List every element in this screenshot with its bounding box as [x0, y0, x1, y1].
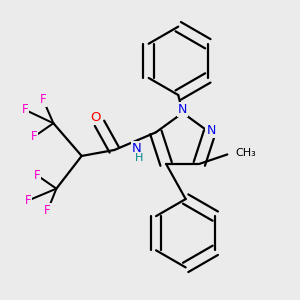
- Text: N: N: [178, 103, 188, 116]
- Text: H: H: [135, 152, 144, 163]
- Text: F: F: [40, 93, 46, 106]
- Text: F: F: [25, 194, 32, 207]
- Text: N: N: [132, 142, 141, 155]
- Text: F: F: [31, 130, 38, 143]
- Text: F: F: [22, 103, 28, 116]
- Text: N: N: [206, 124, 216, 137]
- Text: O: O: [90, 111, 100, 124]
- Text: F: F: [34, 169, 40, 182]
- Text: F: F: [44, 204, 51, 218]
- Text: CH₃: CH₃: [236, 148, 256, 158]
